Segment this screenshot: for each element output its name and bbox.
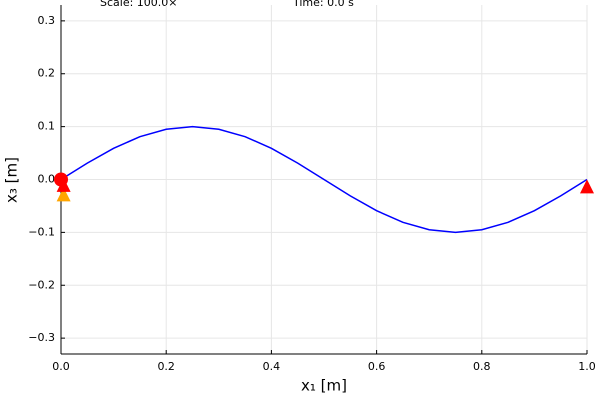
y-tick-label: 0.2 xyxy=(38,67,56,80)
annotation: Scale: 100.0× xyxy=(100,0,178,9)
x-tick-label: 1.0 xyxy=(578,360,596,373)
x-tick-label: 0.8 xyxy=(473,360,491,373)
x-tick-label: 0.6 xyxy=(368,360,386,373)
marker xyxy=(580,179,594,194)
annotation: Time: 0.0 s xyxy=(292,0,354,9)
y-tick-label: −0.1 xyxy=(28,225,55,238)
y-tick-label: −0.3 xyxy=(28,331,55,344)
y-tick-label: 0.1 xyxy=(38,120,56,133)
y-tick-label: 0.3 xyxy=(38,14,56,27)
y-tick-label: −0.2 xyxy=(28,278,55,291)
data-line xyxy=(60,125,588,234)
marker xyxy=(54,172,68,187)
x-tick-label: 0.2 xyxy=(157,360,175,373)
y-tick-label: 0.0 xyxy=(38,173,56,186)
marker xyxy=(56,187,71,202)
x-tick-label: 0.4 xyxy=(263,360,281,373)
y-axis-label: x₃ [m] xyxy=(3,157,21,203)
x-axis-label: x₁ [m] xyxy=(301,377,347,395)
x-tick-label: 0.0 xyxy=(52,360,70,373)
